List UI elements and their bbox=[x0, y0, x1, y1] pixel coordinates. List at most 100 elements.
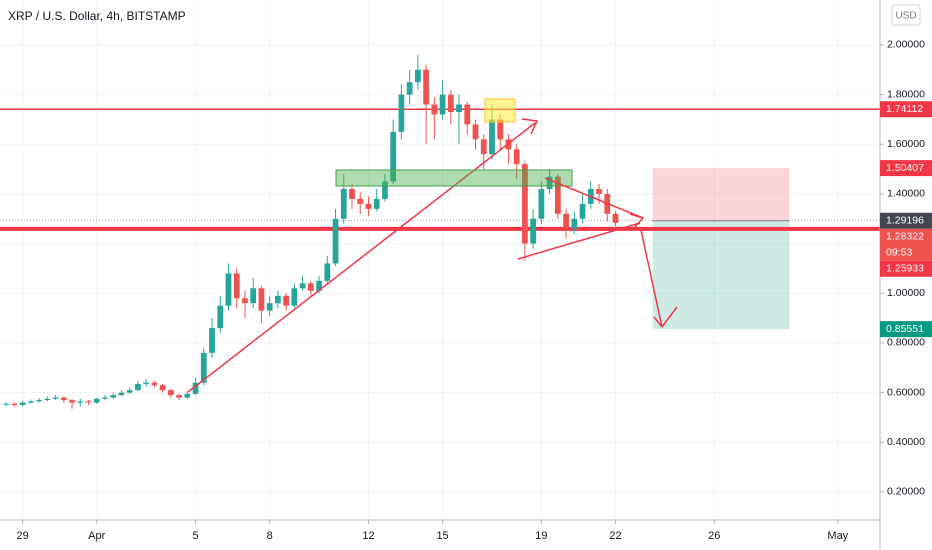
candle-body bbox=[497, 119, 504, 140]
candle-body bbox=[143, 382, 150, 384]
candle-body bbox=[431, 104, 438, 115]
candle-body bbox=[217, 305, 224, 329]
candle-body bbox=[36, 400, 42, 402]
candle-body bbox=[546, 176, 553, 189]
x-tick-label: 29 bbox=[17, 530, 29, 542]
x-tick-label: 15 bbox=[436, 530, 448, 542]
axes: 0.200000.400000.600000.800001.000001.200… bbox=[17, 39, 932, 542]
candle-body bbox=[27, 401, 34, 403]
price-label-box bbox=[880, 228, 932, 261]
candle-body bbox=[135, 383, 141, 391]
candle-body bbox=[447, 94, 454, 112]
wedge-line[interactable] bbox=[544, 177, 644, 219]
arrow-head[interactable] bbox=[629, 213, 645, 229]
candle-body bbox=[283, 295, 290, 306]
candle-body bbox=[307, 283, 314, 291]
candle-body bbox=[110, 395, 117, 398]
highlight-zone[interactable] bbox=[484, 98, 516, 123]
candle-body bbox=[414, 69, 421, 83]
x-tick-label: May bbox=[827, 530, 848, 542]
candle-body bbox=[489, 119, 495, 155]
candle-body bbox=[480, 139, 487, 155]
candle-body bbox=[373, 198, 380, 209]
candle-body bbox=[176, 395, 182, 398]
candle-body bbox=[167, 390, 174, 396]
candle-body bbox=[563, 213, 569, 229]
candle-body bbox=[513, 149, 520, 165]
candle-body bbox=[118, 392, 125, 396]
wedge-line[interactable] bbox=[517, 222, 641, 260]
candle-body bbox=[291, 288, 298, 306]
candle-body bbox=[439, 94, 446, 115]
price-label: 1.28322 bbox=[886, 231, 924, 243]
candle-body bbox=[258, 288, 265, 311]
price-label-box bbox=[880, 212, 932, 229]
price-label-box bbox=[880, 260, 932, 277]
y-tick-label: 1.80000 bbox=[887, 88, 925, 100]
y-tick-label: 0.60000 bbox=[887, 386, 925, 398]
candle-body bbox=[596, 188, 602, 194]
candle-body bbox=[102, 397, 108, 399]
support-zone[interactable] bbox=[335, 169, 573, 187]
candle-body bbox=[200, 352, 207, 383]
x-tick-label: 8 bbox=[267, 530, 273, 542]
position-tool[interactable] bbox=[0, 168, 880, 330]
candle-body bbox=[266, 303, 273, 311]
candle-body bbox=[52, 397, 59, 399]
candle-body bbox=[382, 181, 388, 199]
y-tick-label: 0.80000 bbox=[887, 337, 925, 349]
drawings[interactable] bbox=[187, 98, 678, 393]
y-tick-label: 1.00000 bbox=[887, 287, 925, 299]
candle-body bbox=[554, 176, 561, 214]
candle-body bbox=[85, 401, 92, 403]
candle-body bbox=[151, 382, 158, 386]
currency-label[interactable]: USD bbox=[895, 11, 916, 22]
candle-body bbox=[225, 273, 232, 306]
x-tick-label: 26 bbox=[708, 530, 720, 542]
candle-body bbox=[579, 203, 586, 219]
price-label: 1.25933 bbox=[886, 263, 924, 275]
y-tick-label: 1.60000 bbox=[887, 138, 925, 150]
candle-body bbox=[349, 188, 355, 199]
candle-body bbox=[275, 295, 281, 304]
arrow-head[interactable] bbox=[521, 118, 539, 135]
y-tick-label: 1.40000 bbox=[887, 188, 925, 200]
price-label: 1.74112 bbox=[886, 103, 923, 115]
chart-title: XRP / U.S. Dollar, 4h, BITSTAMP bbox=[8, 9, 186, 23]
candle-body bbox=[19, 402, 26, 406]
candle-body bbox=[456, 104, 462, 112]
x-tick-label: 19 bbox=[535, 530, 547, 542]
y-tick-label: 2.00000 bbox=[887, 39, 925, 51]
candle-body bbox=[522, 164, 528, 244]
candle-body bbox=[77, 401, 84, 403]
forecast-arrow[interactable] bbox=[640, 229, 663, 328]
candles bbox=[3, 54, 619, 409]
price-label: 1.50407 bbox=[886, 162, 924, 174]
candle-body bbox=[332, 218, 339, 264]
currency-button[interactable] bbox=[891, 4, 921, 26]
forecast-arrow[interactable] bbox=[653, 316, 663, 328]
candle-body bbox=[398, 94, 405, 132]
candle-body bbox=[299, 283, 306, 289]
price-label-box bbox=[880, 321, 932, 338]
x-tick-label: 22 bbox=[609, 530, 621, 542]
candle-body bbox=[184, 393, 191, 398]
countdown-label: 09:53 bbox=[886, 247, 912, 259]
candle-body bbox=[390, 131, 397, 182]
candle-body bbox=[242, 298, 248, 304]
candle-body bbox=[472, 124, 479, 140]
candle-body bbox=[423, 69, 429, 105]
candle-body bbox=[250, 288, 257, 304]
candle-body bbox=[60, 397, 67, 401]
forecast-arrow[interactable] bbox=[661, 306, 678, 328]
candle-body bbox=[69, 400, 75, 403]
x-tick-label: 5 bbox=[192, 530, 198, 542]
candle-body bbox=[233, 273, 240, 299]
candle-body bbox=[538, 188, 545, 219]
target-zone bbox=[652, 220, 790, 330]
candle-body bbox=[159, 385, 166, 391]
trend-line[interactable] bbox=[187, 122, 536, 393]
candle-body bbox=[365, 203, 372, 209]
candle-body bbox=[209, 328, 215, 353]
